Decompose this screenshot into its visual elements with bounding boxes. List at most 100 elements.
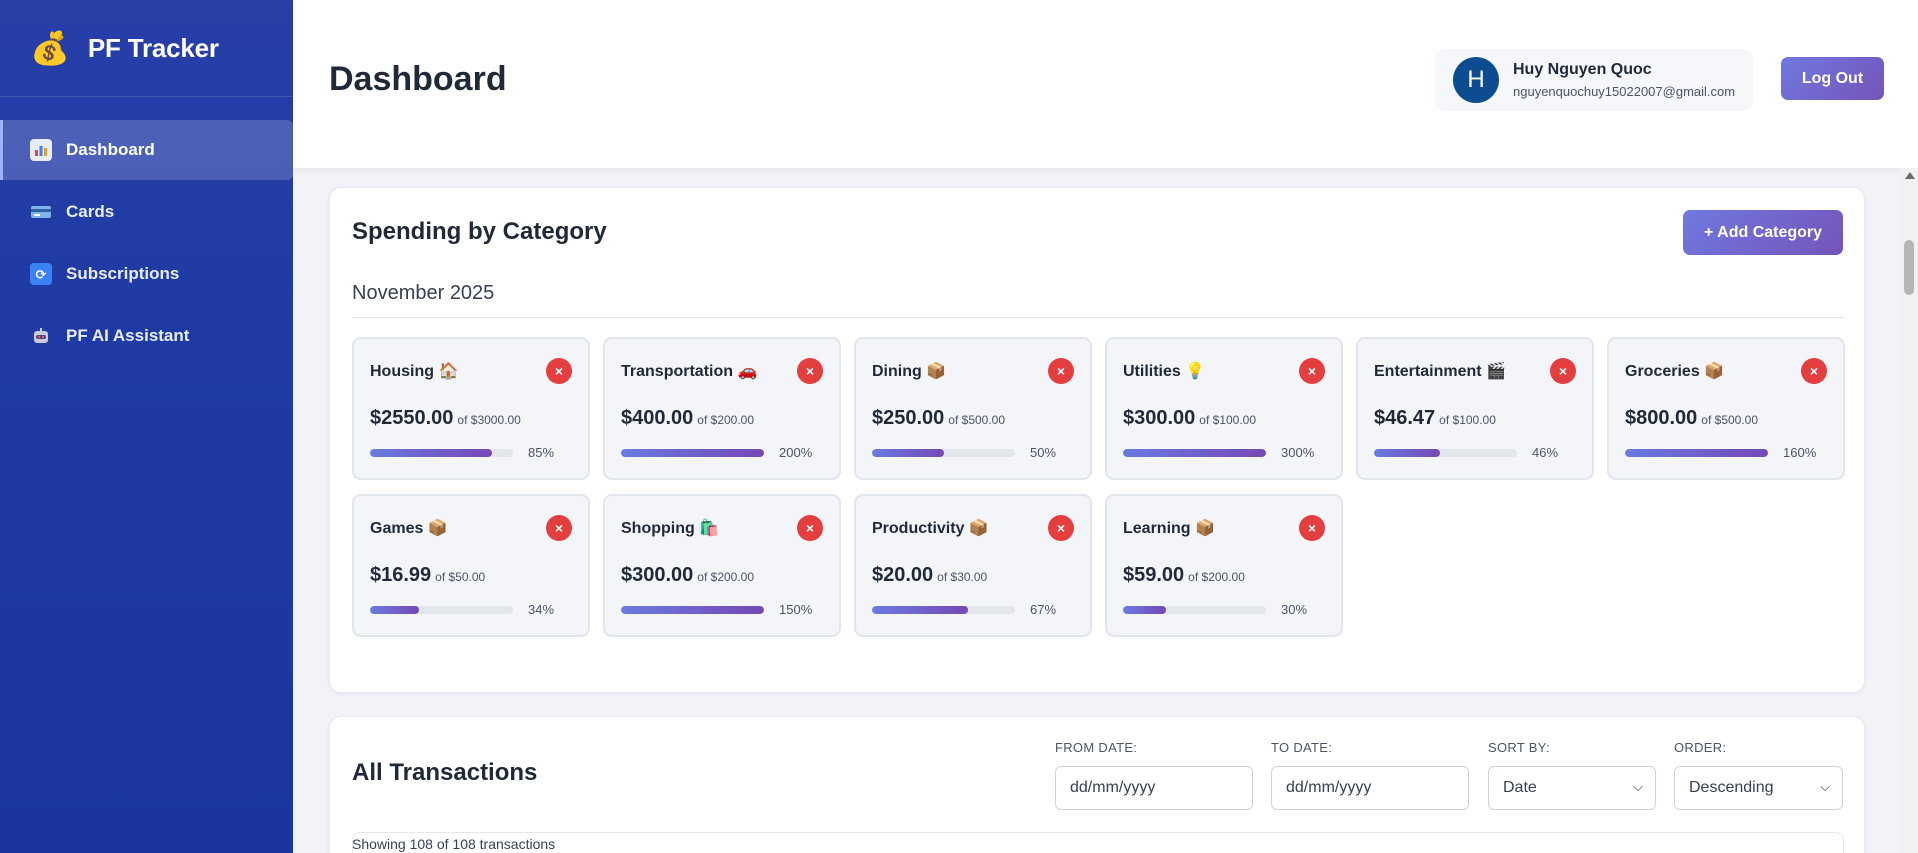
user-name: Huy Nguyen Quoc <box>1513 61 1652 78</box>
delete-category-button[interactable]: × <box>1299 358 1325 384</box>
category-emoji-icon: 🚗 <box>737 363 758 380</box>
user-profile[interactable]: H Huy Nguyen Quoc nguyenquochuy15022007@… <box>1435 49 1753 111</box>
category-name: Groceries 📦 <box>1625 361 1724 381</box>
category-name-text: Productivity <box>872 520 965 537</box>
category-name-text: Transportation <box>621 363 734 380</box>
category-card[interactable]: Games 📦 × $16.99 of $50.00 34% <box>352 494 590 637</box>
delete-category-button[interactable]: × <box>546 358 572 384</box>
category-amount: $400.00 of $200.00 <box>621 407 754 430</box>
category-name: Transportation 🚗 <box>621 361 757 381</box>
category-card[interactable]: Dining 📦 × $250.00 of $500.00 50% <box>854 337 1092 480</box>
category-card[interactable]: Housing 🏠 × $2550.00 of $3000.00 85% <box>352 337 590 480</box>
transactions-title: All Transactions <box>352 759 538 786</box>
category-name-text: Groceries <box>1625 363 1700 380</box>
logout-button[interactable]: Log Out <box>1781 57 1884 100</box>
from-date-input[interactable]: dd/mm/yyyy <box>1055 766 1253 810</box>
transactions-count: Showing 108 of 108 transactions <box>352 836 556 852</box>
budget-percent: 67% <box>1030 602 1057 617</box>
budget-progress-fill <box>621 606 764 614</box>
budget-progress-bar <box>370 449 513 457</box>
category-emoji-icon: 💡 <box>1185 363 1206 380</box>
budget-amount: of $200.00 <box>697 413 755 427</box>
delete-category-button[interactable]: × <box>1299 515 1325 541</box>
brand[interactable]: 💰 PF Tracker <box>0 0 293 97</box>
budget-progress-bar <box>872 449 1015 457</box>
spent-amount: $20.00 <box>872 564 934 586</box>
page-scrollbar[interactable] <box>1900 168 1918 853</box>
budget-progress-bar <box>370 606 513 614</box>
order-select[interactable]: Descending ⌵ <box>1674 766 1843 810</box>
sidebar-item-label: Dashboard <box>66 140 155 159</box>
category-emoji-icon: 🎬 <box>1486 363 1506 380</box>
money-bag-icon: 💰 <box>30 30 70 66</box>
budget-progress-fill <box>1625 449 1768 457</box>
budget-percent: 85% <box>528 445 555 460</box>
to-date-label: TO DATE: <box>1271 740 1333 755</box>
category-amount: $46.47 of $100.00 <box>1374 407 1496 430</box>
budget-amount: of $200.00 <box>1188 570 1245 584</box>
category-card[interactable]: Transportation 🚗 × $400.00 of $200.00 200% <box>603 337 841 480</box>
budget-progress-fill <box>872 449 944 457</box>
top-header: Dashboard H Huy Nguyen Quoc nguyenquochu… <box>293 0 1918 168</box>
spent-amount: $59.00 <box>1123 564 1185 586</box>
spent-amount: $16.99 <box>370 564 432 586</box>
delete-category-button[interactable]: × <box>1801 358 1827 384</box>
budget-progress-bar <box>621 449 764 457</box>
category-card[interactable]: Entertainment 🎬 × $46.47 of $100.00 46% <box>1356 337 1594 480</box>
category-name: Dining 📦 <box>872 361 946 381</box>
sidebar-nav: Dashboard Cards ⟳ Subscriptions PF AI As… <box>0 120 293 366</box>
category-emoji-icon: 🏠 <box>438 363 459 380</box>
delete-category-button[interactable]: × <box>797 358 823 384</box>
add-category-button[interactable]: + Add Category <box>1683 210 1843 255</box>
sidebar-item-cards[interactable]: Cards <box>0 182 293 242</box>
transactions-list <box>352 832 1844 853</box>
spent-amount: $2550.00 <box>370 407 454 429</box>
category-name: Utilities 💡 <box>1123 361 1205 381</box>
order-label: ORDER: <box>1674 740 1727 755</box>
sidebar-item-dashboard[interactable]: Dashboard <box>0 120 293 180</box>
category-name-text: Games <box>370 520 424 537</box>
budget-percent: 200% <box>779 445 813 460</box>
budget-percent: 50% <box>1030 445 1057 460</box>
spending-title: Spending by Category <box>352 218 607 245</box>
sidebar: 💰 PF Tracker Dashboard Cards ⟳ Subscript… <box>0 0 293 853</box>
budget-amount: of $3000.00 <box>457 413 521 427</box>
spent-amount: $250.00 <box>872 407 945 429</box>
sidebar-item-subscriptions[interactable]: ⟳ Subscriptions <box>0 244 293 304</box>
avatar: H <box>1453 57 1499 103</box>
category-amount: $2550.00 of $3000.00 <box>370 407 521 430</box>
delete-category-button[interactable]: × <box>1550 358 1576 384</box>
category-card[interactable]: Productivity 📦 × $20.00 of $30.00 67% <box>854 494 1092 637</box>
delete-category-button[interactable]: × <box>546 515 572 541</box>
scroll-thumb[interactable] <box>1904 240 1914 295</box>
budget-progress-fill <box>621 449 764 457</box>
budget-amount: of $30.00 <box>937 570 988 584</box>
sidebar-item-label: Cards <box>66 202 115 221</box>
category-card[interactable]: Shopping 🛍️ × $300.00 of $200.00 150% <box>603 494 841 637</box>
delete-category-button[interactable]: × <box>1048 515 1074 541</box>
budget-progress-bar <box>872 606 1015 614</box>
budget-progress-bar <box>621 606 764 614</box>
order-value: Descending <box>1689 779 1774 796</box>
budget-progress-fill <box>1374 449 1440 457</box>
category-card[interactable]: Groceries 📦 × $800.00 of $500.00 160% <box>1607 337 1845 480</box>
page-title: Dashboard <box>329 60 507 98</box>
budget-percent: 30% <box>1281 602 1308 617</box>
category-grid: Housing 🏠 × $2550.00 of $3000.00 85% Transpor… <box>352 337 1845 637</box>
robot-icon <box>30 325 52 347</box>
sidebar-item-pf-ai-assistant[interactable]: PF AI Assistant <box>0 306 293 366</box>
refresh-icon: ⟳ <box>30 263 52 285</box>
budget-progress-fill <box>1123 449 1266 457</box>
sort-by-select[interactable]: Date ⌵ <box>1488 766 1656 810</box>
sidebar-item-label: PF AI Assistant <box>66 326 190 345</box>
to-date-input[interactable]: dd/mm/yyyy <box>1271 766 1469 810</box>
budget-percent: 46% <box>1532 445 1559 460</box>
scroll-up-arrow-icon[interactable] <box>1905 172 1915 179</box>
category-emoji-icon: 📦 <box>427 520 448 537</box>
spent-amount: $400.00 <box>621 407 694 429</box>
delete-category-button[interactable]: × <box>797 515 823 541</box>
category-card[interactable]: Learning 📦 × $59.00 of $200.00 30% <box>1105 494 1343 637</box>
delete-category-button[interactable]: × <box>1048 358 1074 384</box>
budget-progress-bar <box>1123 449 1266 457</box>
category-card[interactable]: Utilities 💡 × $300.00 of $100.00 300% <box>1105 337 1343 480</box>
